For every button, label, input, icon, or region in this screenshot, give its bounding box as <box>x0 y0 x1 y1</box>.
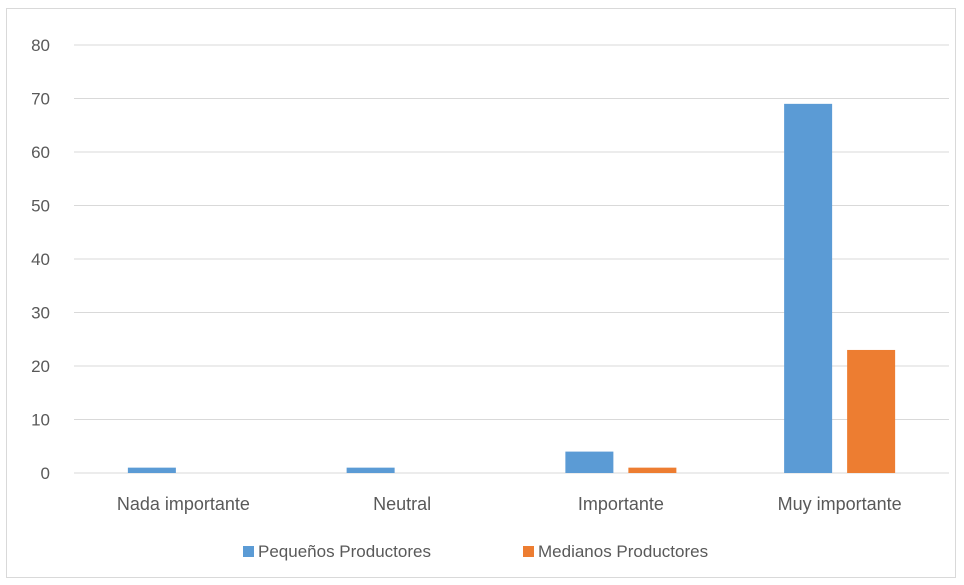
bars <box>127 103 896 473</box>
gridlines <box>74 44 949 474</box>
y-tick-label: 10 <box>31 411 50 430</box>
bar-pequenos-0 <box>127 467 176 473</box>
bar-chart: 0 10 20 30 40 50 60 70 80 Nada importante Neutral… <box>31 36 949 561</box>
y-tick-label: 70 <box>31 90 50 109</box>
bar-medianos-2 <box>628 467 677 473</box>
legend-swatch-0 <box>243 546 254 557</box>
bar-pequenos-2 <box>565 451 614 473</box>
legend-swatch-1 <box>523 546 534 557</box>
legend: Pequeños Productores Medianos Productores <box>243 542 708 561</box>
y-tick-label: 60 <box>31 143 50 162</box>
y-tick-label: 20 <box>31 357 50 376</box>
y-axis-tick-labels: 0 10 20 30 40 50 60 70 80 <box>31 36 50 483</box>
y-tick-label: 30 <box>31 304 50 323</box>
x-tick-label: Nada importante <box>117 494 250 514</box>
x-tick-label: Muy importante <box>778 494 902 514</box>
bar-medianos-3 <box>847 349 896 473</box>
y-tick-label: 50 <box>31 197 50 216</box>
bar-pequenos-3 <box>784 103 833 473</box>
bar-pequenos-1 <box>346 467 395 473</box>
y-tick-label: 40 <box>31 250 50 269</box>
legend-label-1: Medianos Productores <box>538 542 708 561</box>
y-tick-label: 0 <box>41 464 50 483</box>
x-axis-tick-labels: Nada importante Neutral Importante Muy impo… <box>117 494 902 514</box>
y-tick-label: 80 <box>31 36 50 55</box>
x-tick-label: Neutral <box>373 494 431 514</box>
legend-label-0: Pequeños Productores <box>258 542 431 561</box>
x-tick-label: Importante <box>578 494 664 514</box>
chart-frame: 0 10 20 30 40 50 60 70 80 Nada importante Neutral… <box>6 8 956 578</box>
